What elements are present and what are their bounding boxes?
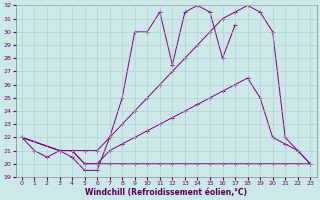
X-axis label: Windchill (Refroidissement éolien,°C): Windchill (Refroidissement éolien,°C) — [85, 188, 247, 197]
